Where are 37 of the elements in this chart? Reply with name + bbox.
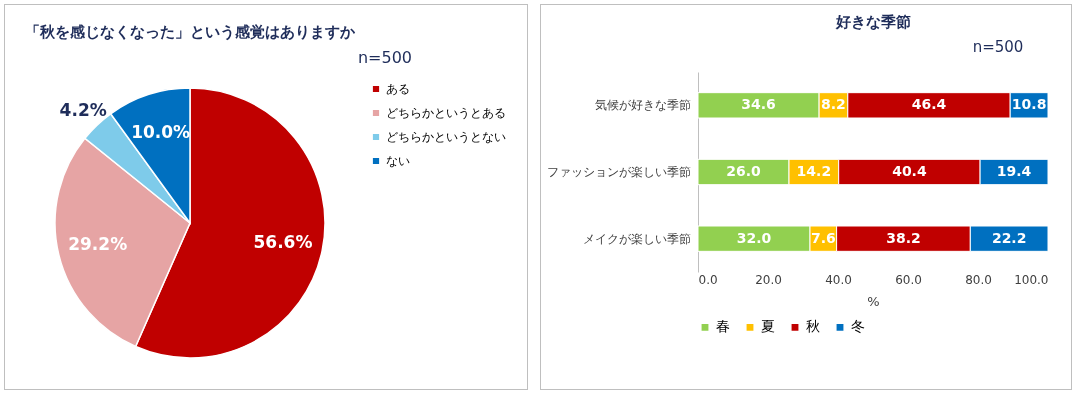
y-tick-label: ファッションが楽しい季節 xyxy=(546,165,691,179)
legend-label: ある xyxy=(386,82,410,96)
text: n=500 xyxy=(357,48,413,67)
x-tick-label: 20.0 xyxy=(755,272,782,287)
data-label: 26.0 xyxy=(726,163,762,179)
data-label: 4.2% xyxy=(59,99,107,120)
x-tick-label: 80.0 xyxy=(965,272,992,287)
data-label: 29.2% xyxy=(68,234,128,255)
data-label: 7.6 xyxy=(810,229,836,246)
legend-label: 秋 xyxy=(806,318,820,335)
data-label: 22.2 xyxy=(991,229,1027,246)
chart-title: 「秋を感じなくなった」という感覚はありますか xyxy=(25,23,356,41)
x-tick-label: 40.0 xyxy=(825,272,852,287)
data-label: 19.4 xyxy=(996,163,1032,179)
legend-label: どちらかというとある xyxy=(386,106,506,120)
data-label: 10.8 xyxy=(1011,96,1047,113)
x-tick-label: 60.0 xyxy=(895,272,922,287)
data-label: 8.2 xyxy=(821,96,846,113)
chart-title: 好きな季節 xyxy=(834,13,911,31)
y-tick-label: 気候が好きな季節 xyxy=(594,98,691,113)
x-tick-label: 0.0 xyxy=(698,272,718,287)
legend-label: 春 xyxy=(716,318,730,335)
data-label: 40.4 xyxy=(892,163,927,179)
data-label: 46.4 xyxy=(911,96,947,113)
legend-label: 冬 xyxy=(851,318,865,335)
data-label: 32.0 xyxy=(736,229,772,246)
legend-label: どちらかというとない xyxy=(386,130,506,144)
data-label: 38.2 xyxy=(886,229,921,246)
data-label: 34.6 xyxy=(741,96,776,113)
text: n=500 xyxy=(972,38,1024,56)
data-label: 56.6% xyxy=(253,231,313,252)
x-axis-title: % xyxy=(867,293,880,309)
y-tick-label: メイクが楽しい季節 xyxy=(582,231,691,246)
legend-label: 夏 xyxy=(761,318,775,335)
legend-label: ない xyxy=(386,154,410,168)
x-tick-label: 100.0 xyxy=(1014,272,1049,287)
data-label: 14.2 xyxy=(796,163,832,179)
